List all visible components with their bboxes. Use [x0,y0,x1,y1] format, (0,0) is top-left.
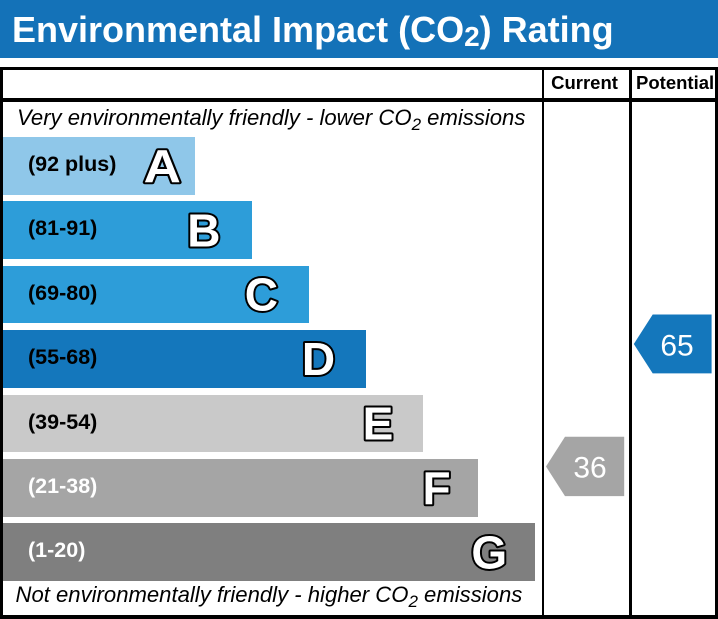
svg-text:36: 36 [573,452,606,485]
svg-text:D: D [302,333,335,385]
svg-text:65: 65 [660,330,693,363]
svg-text:B: B [187,204,220,256]
svg-text:F: F [423,462,451,514]
svg-text:G: G [471,526,507,578]
svg-text:E: E [363,398,394,450]
svg-text:C: C [245,269,278,321]
svg-text:A: A [144,141,181,192]
